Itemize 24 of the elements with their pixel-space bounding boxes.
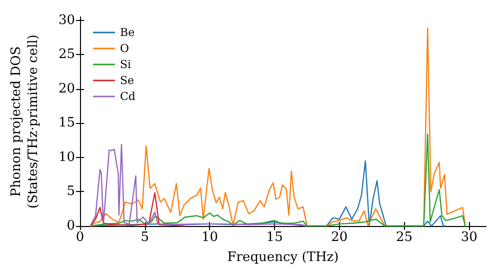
x-tick-label: 5: [140, 230, 149, 245]
legend-label: Se: [120, 74, 134, 87]
x-tick-label: 10: [201, 230, 218, 245]
y-axis-title: Phonon projected DOS (States/THz·primitive cell): [9, 34, 41, 209]
legend-label: Cd: [120, 90, 136, 103]
line-series: [90, 144, 308, 227]
legend-label: Be: [120, 26, 135, 39]
legend-label: O: [120, 42, 130, 55]
y-tick-label: 5: [66, 184, 75, 200]
y-tick-label: 0: [66, 218, 75, 234]
y-tick-label: 30: [58, 12, 75, 28]
line-series: [90, 27, 466, 227]
x-tick-label: 15: [266, 230, 283, 245]
y-tick-label: 10: [58, 150, 75, 165]
y-tick-label: 20: [58, 81, 75, 96]
y-tick-label: 25: [58, 47, 75, 62]
line-series: [90, 192, 184, 227]
y-tick-label: 15: [58, 116, 75, 131]
x-tick-label: 25: [396, 230, 413, 245]
legend-label: Si: [120, 58, 132, 71]
x-axis-title: Frequency (THz): [227, 250, 339, 265]
line-series: [90, 134, 466, 227]
x-tick-label: 20: [331, 230, 348, 245]
x-tick-label: 30: [460, 230, 478, 245]
